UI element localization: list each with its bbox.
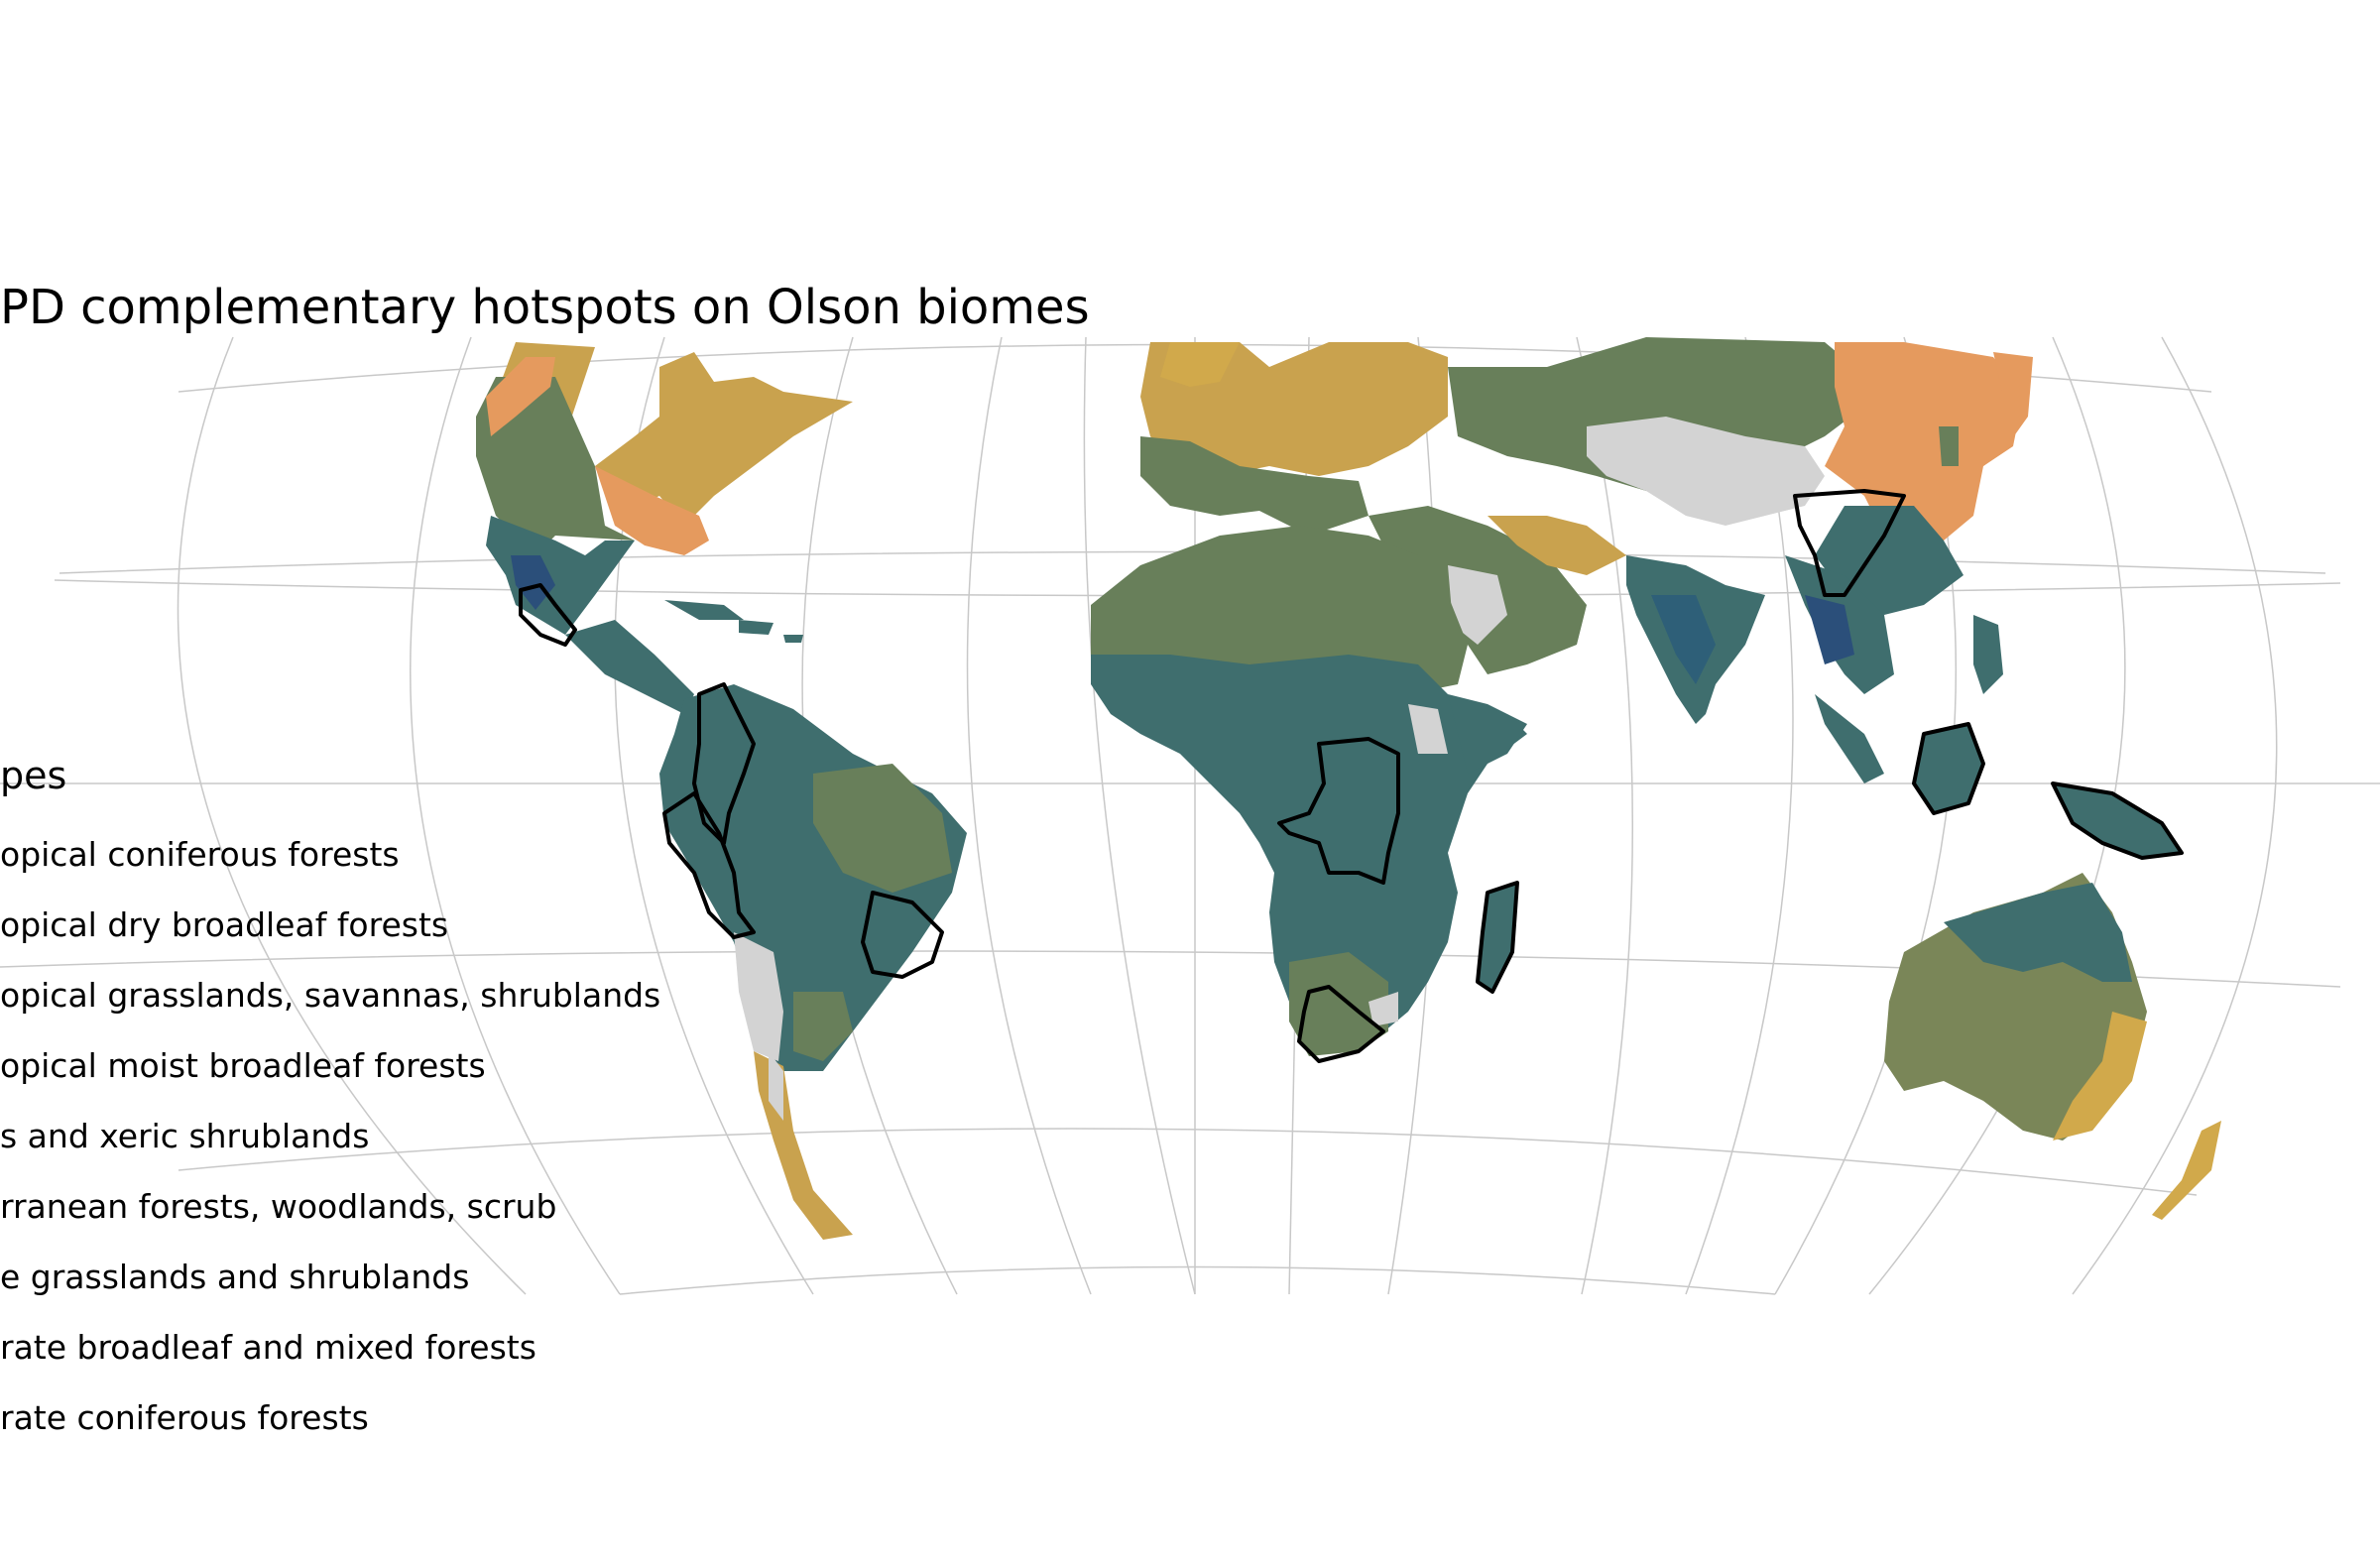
hotspot-andes [662, 791, 756, 939]
meridian-15 [2072, 336, 2278, 1295]
meridian-6 [1083, 336, 1196, 1295]
hotspot-congo [1277, 737, 1400, 885]
sa-andes-dry [734, 932, 783, 1061]
parallel-60s [619, 1265, 1776, 1295]
meridian-1 [177, 336, 527, 1295]
na-east [595, 352, 853, 526]
borneo [1914, 724, 1983, 813]
legend-item-5: s and xeric shrublands [0, 1117, 370, 1155]
hotspot-mexico [519, 583, 577, 647]
sumatra [1815, 694, 1884, 783]
land-oceania [1815, 615, 2221, 1220]
hotspots [519, 489, 2184, 1063]
europe-south [1140, 436, 1368, 536]
hotspot-south-africa [1297, 985, 1385, 1063]
legend-item-2: opical dry broadleaf forests [0, 905, 449, 944]
legend-title: pes [0, 754, 67, 797]
africa-south [1289, 952, 1388, 1056]
korea [1939, 426, 1959, 466]
na-west [476, 377, 635, 555]
mexico [486, 516, 635, 635]
legend-item-8: rate broadleaf and mixed forests [0, 1328, 536, 1367]
australia-north [1944, 883, 2132, 982]
land-south-america [659, 684, 967, 1240]
sa-pampas [793, 992, 853, 1061]
central-america [565, 620, 694, 714]
hotspot-china [1793, 489, 1906, 597]
australia-east [2053, 1012, 2147, 1141]
graticule [0, 336, 2380, 1295]
sa-patagonia-grey [769, 1051, 783, 1121]
hotspot-brazil [861, 891, 944, 979]
mexico-dry [511, 555, 555, 610]
central-asia [1587, 417, 1825, 526]
map-title: PD complementary hotspots on Olson biome… [0, 280, 1090, 335]
arabia [1448, 565, 1507, 645]
legend-item-3: opical grasslands, savannas, shrublands [0, 976, 661, 1015]
madagascar [1478, 883, 1517, 992]
africa-desert-grey [1368, 992, 1398, 1026]
legend-item-7: e grasslands and shrublands [0, 1258, 470, 1296]
indochina-dry [1805, 595, 1854, 664]
legend-item-6: rranean forests, woodlands, scrub [0, 1187, 557, 1226]
africa-north [1091, 526, 1468, 694]
new-guinea [2053, 783, 2182, 858]
cuba [664, 600, 744, 620]
parallel-40s [178, 1128, 2198, 1196]
philippines [1973, 615, 2003, 694]
meridian-2 [410, 336, 621, 1295]
sa-savanna [813, 764, 952, 893]
hotspot-borneo [1912, 722, 1985, 815]
india-dry [1651, 595, 1716, 684]
na-west-conifer [486, 357, 555, 436]
east-africa-grey [1408, 704, 1448, 754]
japan [1978, 352, 2033, 466]
horn [1448, 694, 1527, 774]
legend-item-1: opical coniferous forests [0, 835, 400, 874]
hispaniola [739, 620, 774, 635]
hotspot-madagascar [1476, 881, 1519, 994]
iran [1488, 516, 1626, 575]
hotspot-new-guinea [2051, 781, 2184, 860]
meridian-5 [966, 336, 1092, 1295]
legend-item-4: opical moist broadleaf forests [0, 1046, 486, 1085]
na-east-south [595, 466, 709, 555]
scandinavia [1160, 342, 1240, 387]
land-africa [1091, 526, 1527, 1056]
new-zealand [2152, 1121, 2221, 1220]
hotspot-colombia [692, 682, 756, 845]
land-caribbean [664, 600, 803, 643]
land-north-america [476, 342, 853, 714]
pr [783, 635, 803, 643]
legend-item-9: rate coniferous forests [0, 1398, 369, 1437]
land-europe-asia [1140, 337, 2033, 724]
east-asia [1825, 342, 2023, 555]
